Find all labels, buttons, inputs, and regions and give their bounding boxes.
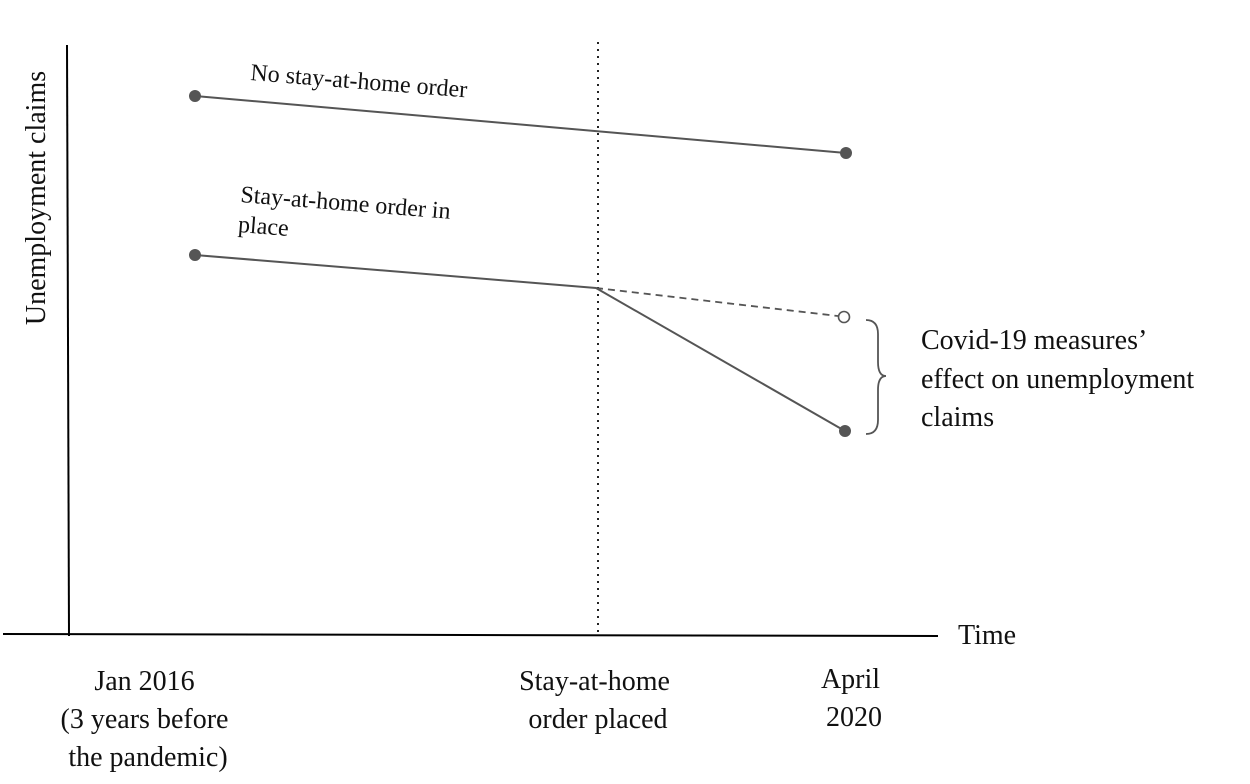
x-axis (2, 633, 939, 637)
counterfactual-point-open (837, 310, 851, 324)
x-tick-jan-2016-line-2: (3 years before (61, 704, 229, 735)
series-no-order-point-start (189, 90, 201, 102)
series-order-counterfactual-dashed-line (595, 287, 839, 317)
x-tick-jan-2016-line-1: Jan 2016 (94, 666, 194, 697)
series-no-order-label-line-1: No stay-at-home order (250, 60, 469, 103)
y-axis-label: Unemployment claims (21, 71, 52, 325)
series-no-order-line (194, 95, 847, 154)
x-tick-jan-2016-line-3: the pandemic) (68, 742, 227, 773)
x-tick-april-2020-line-1: April (821, 664, 880, 695)
series-order-line-post (595, 287, 846, 432)
x-tick-jan-2016: Jan 2016 (3 years before the pandemic) (61, 666, 236, 773)
y-axis (66, 44, 70, 637)
effect-annotation-line-3: claims (921, 402, 994, 433)
effect-annotation: Covid-19 measures’ effect on unemploymen… (921, 325, 1201, 433)
x-tick-order-placed-line-2: order placed (528, 704, 667, 735)
series-order-point-end (839, 425, 851, 437)
series-order-label-line-2: place (237, 212, 290, 242)
series-order-line-pre (194, 254, 597, 289)
series-no-order-point-end (840, 147, 852, 159)
x-tick-order-placed-line-1: Stay-at-home (519, 666, 670, 697)
series-order-point-start (189, 249, 201, 261)
effect-annotation-line-2: effect on unemployment (921, 364, 1194, 395)
effect-brace (865, 319, 887, 435)
x-axis-label: Time (958, 620, 1016, 651)
x-tick-april-2020: April 2020 (821, 664, 887, 733)
x-tick-order-placed: Stay-at-home order placed (519, 666, 677, 735)
effect-annotation-line-1: Covid-19 measures’ (921, 325, 1145, 356)
series-order-label: Stay-at-home order in place (237, 182, 457, 255)
x-tick-april-2020-line-2: 2020 (826, 702, 882, 733)
series-no-order-label: No stay-at-home order (250, 60, 469, 103)
